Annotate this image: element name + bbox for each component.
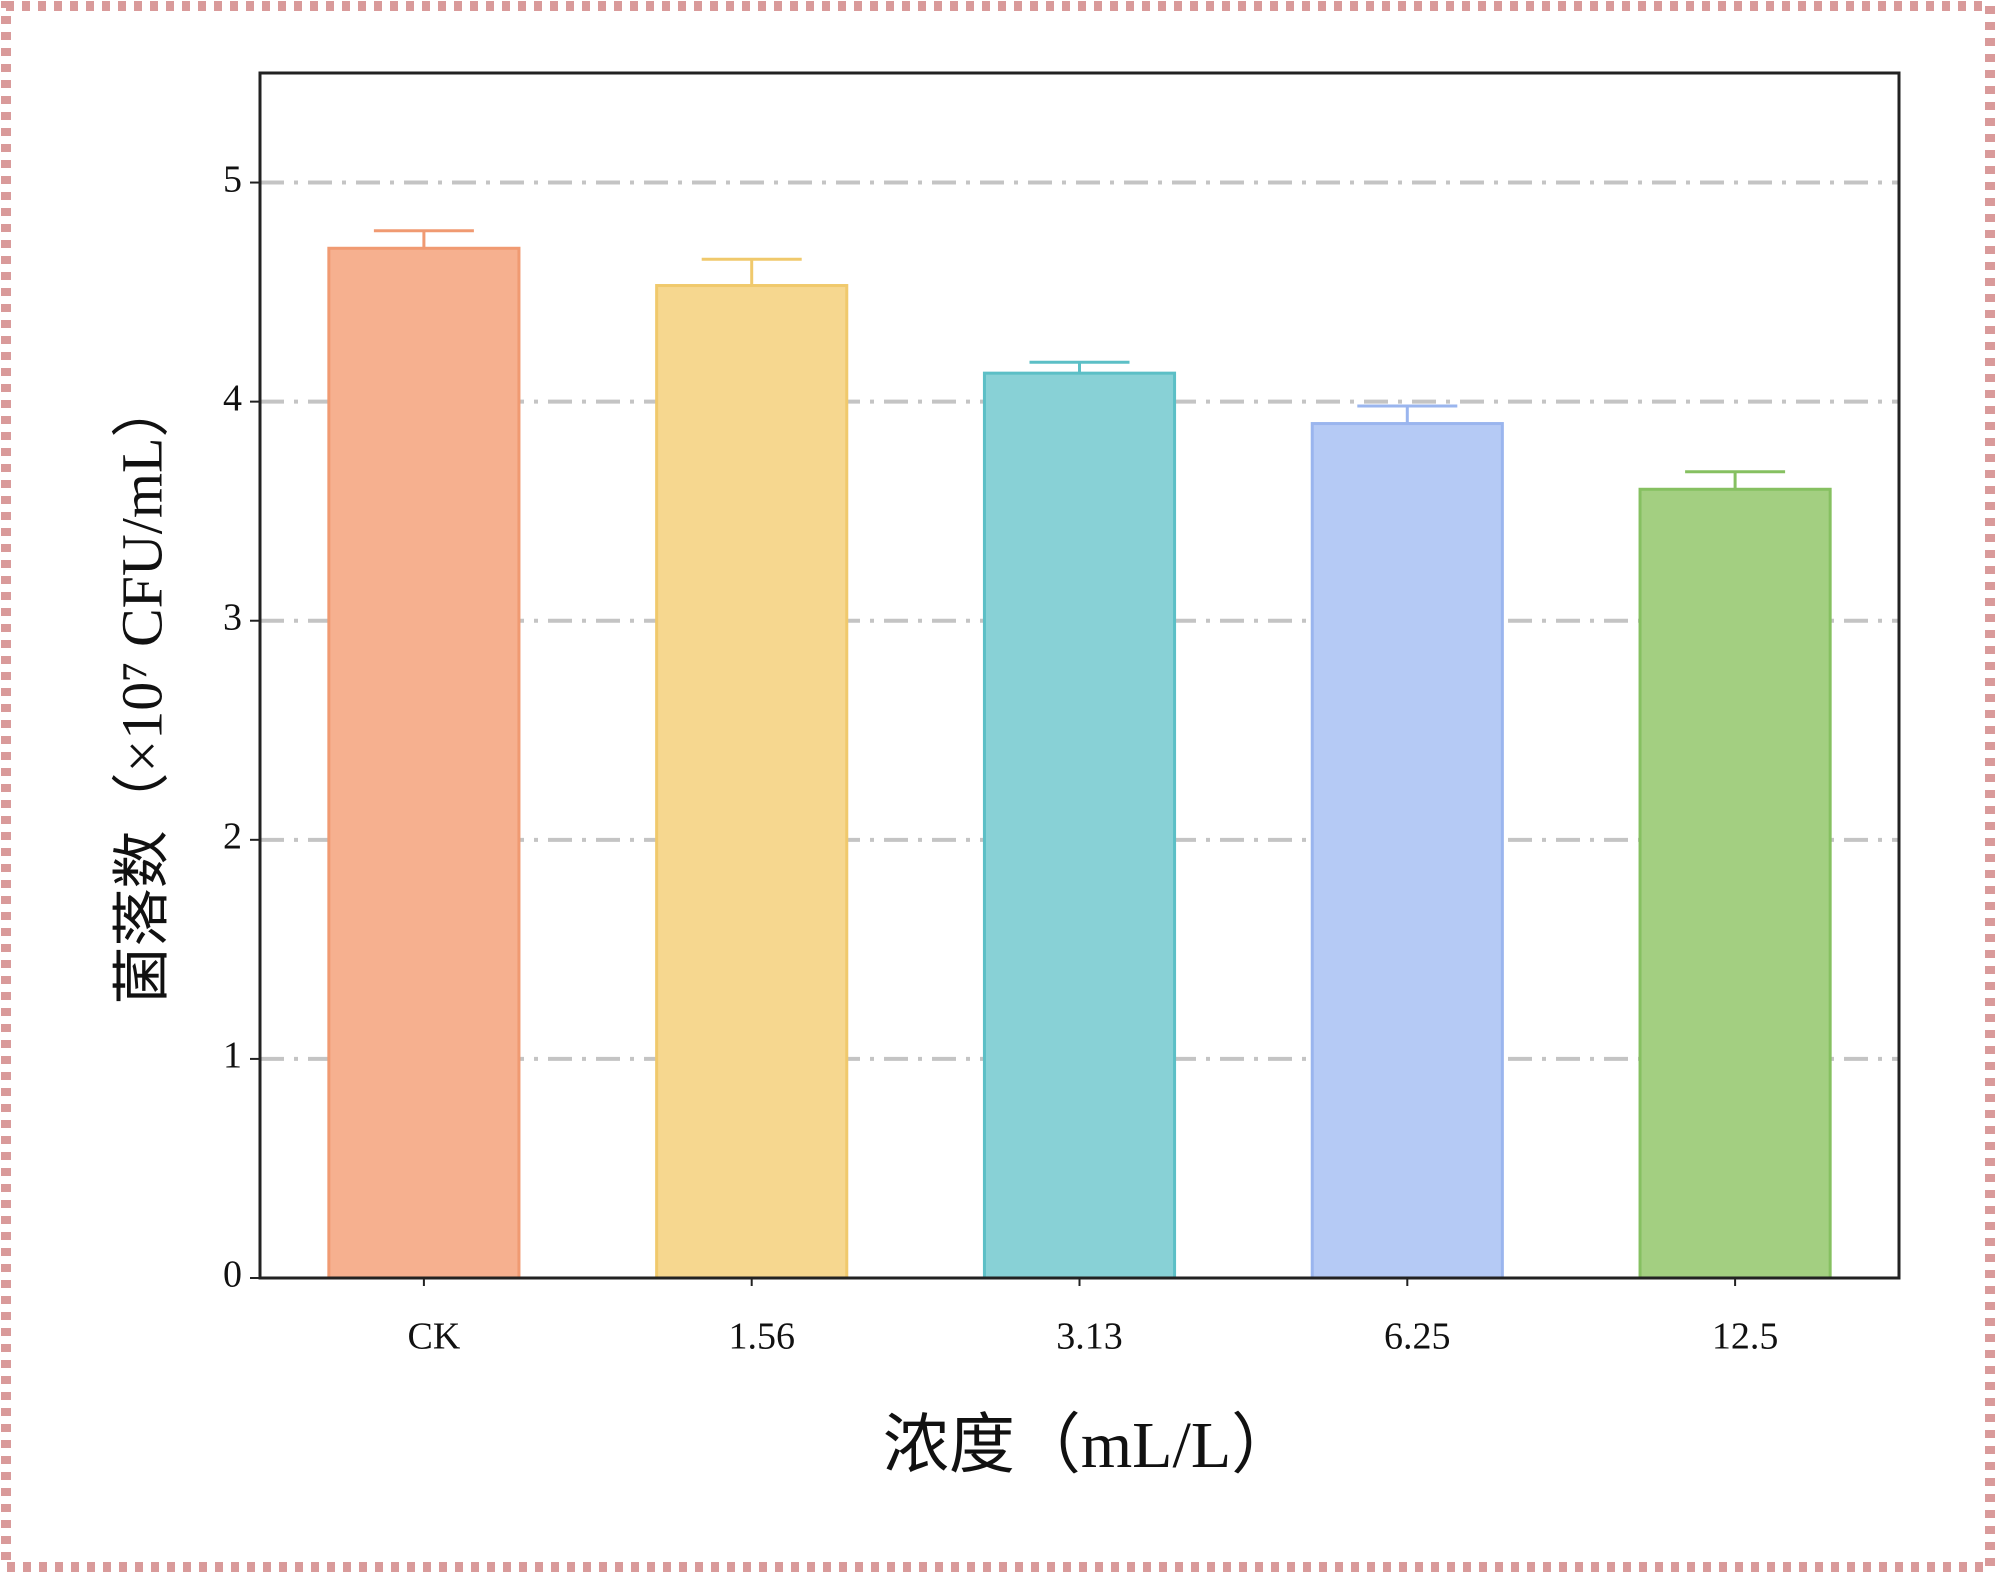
bar <box>1310 422 1504 1280</box>
x-axis-label: 浓度（mL/L） <box>883 1409 1297 1482</box>
y-tick-label: 4 <box>223 377 242 419</box>
error-bar <box>1029 360 1130 374</box>
x-tick-label: CK <box>408 1316 461 1358</box>
error-bar <box>1357 404 1458 424</box>
bar <box>327 246 521 1280</box>
x-tick-label: 1.56 <box>728 1316 795 1358</box>
y-tick-label: 2 <box>223 816 242 858</box>
y-tick-label: 5 <box>223 158 242 200</box>
error-bar <box>1685 470 1786 490</box>
plot-frame <box>258 71 1901 1280</box>
bar <box>982 371 1177 1280</box>
error-bar <box>373 229 474 249</box>
bar <box>655 284 849 1280</box>
error-bar <box>701 257 802 286</box>
bar <box>1638 487 1832 1280</box>
y-tick-label: 3 <box>223 596 242 638</box>
y-tick-label: 1 <box>223 1035 242 1077</box>
x-tick-label: 6.25 <box>1384 1316 1451 1358</box>
x-tick-label: 3.13 <box>1056 1316 1123 1358</box>
y-tick-label: 0 <box>223 1254 242 1296</box>
x-tick-label: 12.5 <box>1712 1316 1779 1358</box>
y-axis-label: 菌落数（×10⁷ CFU/mL） <box>109 380 174 1005</box>
